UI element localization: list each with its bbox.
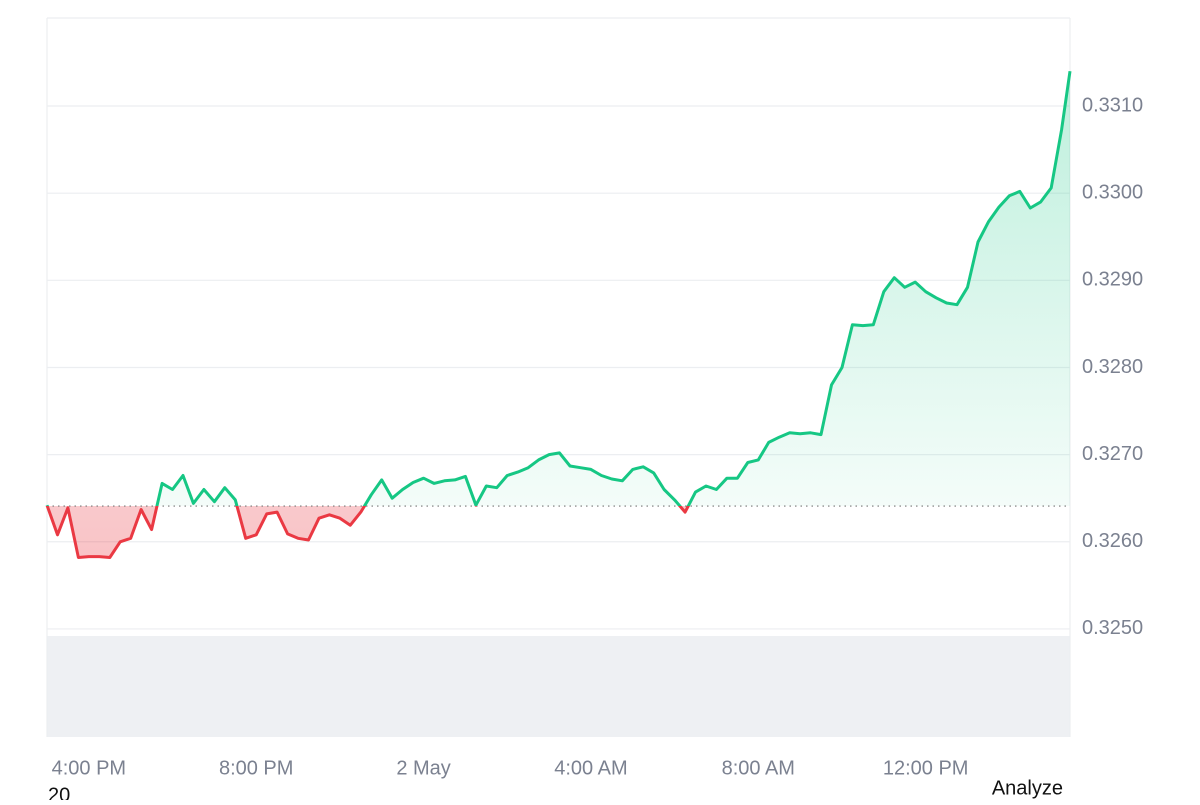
y-tick-label: 0.3260 (1082, 530, 1143, 552)
y-tick-label: 0.3280 (1082, 356, 1143, 378)
y-tick-label: 0.3250 (1082, 617, 1143, 639)
x-tick-label: 8:00 PM (219, 757, 293, 779)
y-tick-label: 0.3270 (1082, 443, 1143, 465)
line-up (45, 70, 1072, 507)
area-down (47, 506, 689, 558)
analyze-button[interactable]: Analyze (992, 777, 1063, 799)
x-tick-label: 12:00 PM (883, 757, 969, 779)
x-tick-label: 4:00 PM (52, 757, 126, 779)
x-tick-label: 4:00 AM (554, 757, 627, 779)
x-tick-label: 2 May (396, 757, 450, 779)
area-up (47, 71, 1070, 507)
y-tick-label: 0.3310 (1082, 94, 1143, 116)
y-tick-label: 0.3290 (1082, 269, 1143, 291)
x-tick-label: 8:00 AM (722, 757, 795, 779)
footer-left-text: 20 (48, 784, 70, 800)
volume-area (47, 636, 1070, 737)
y-tick-label: 0.3300 (1082, 181, 1143, 203)
